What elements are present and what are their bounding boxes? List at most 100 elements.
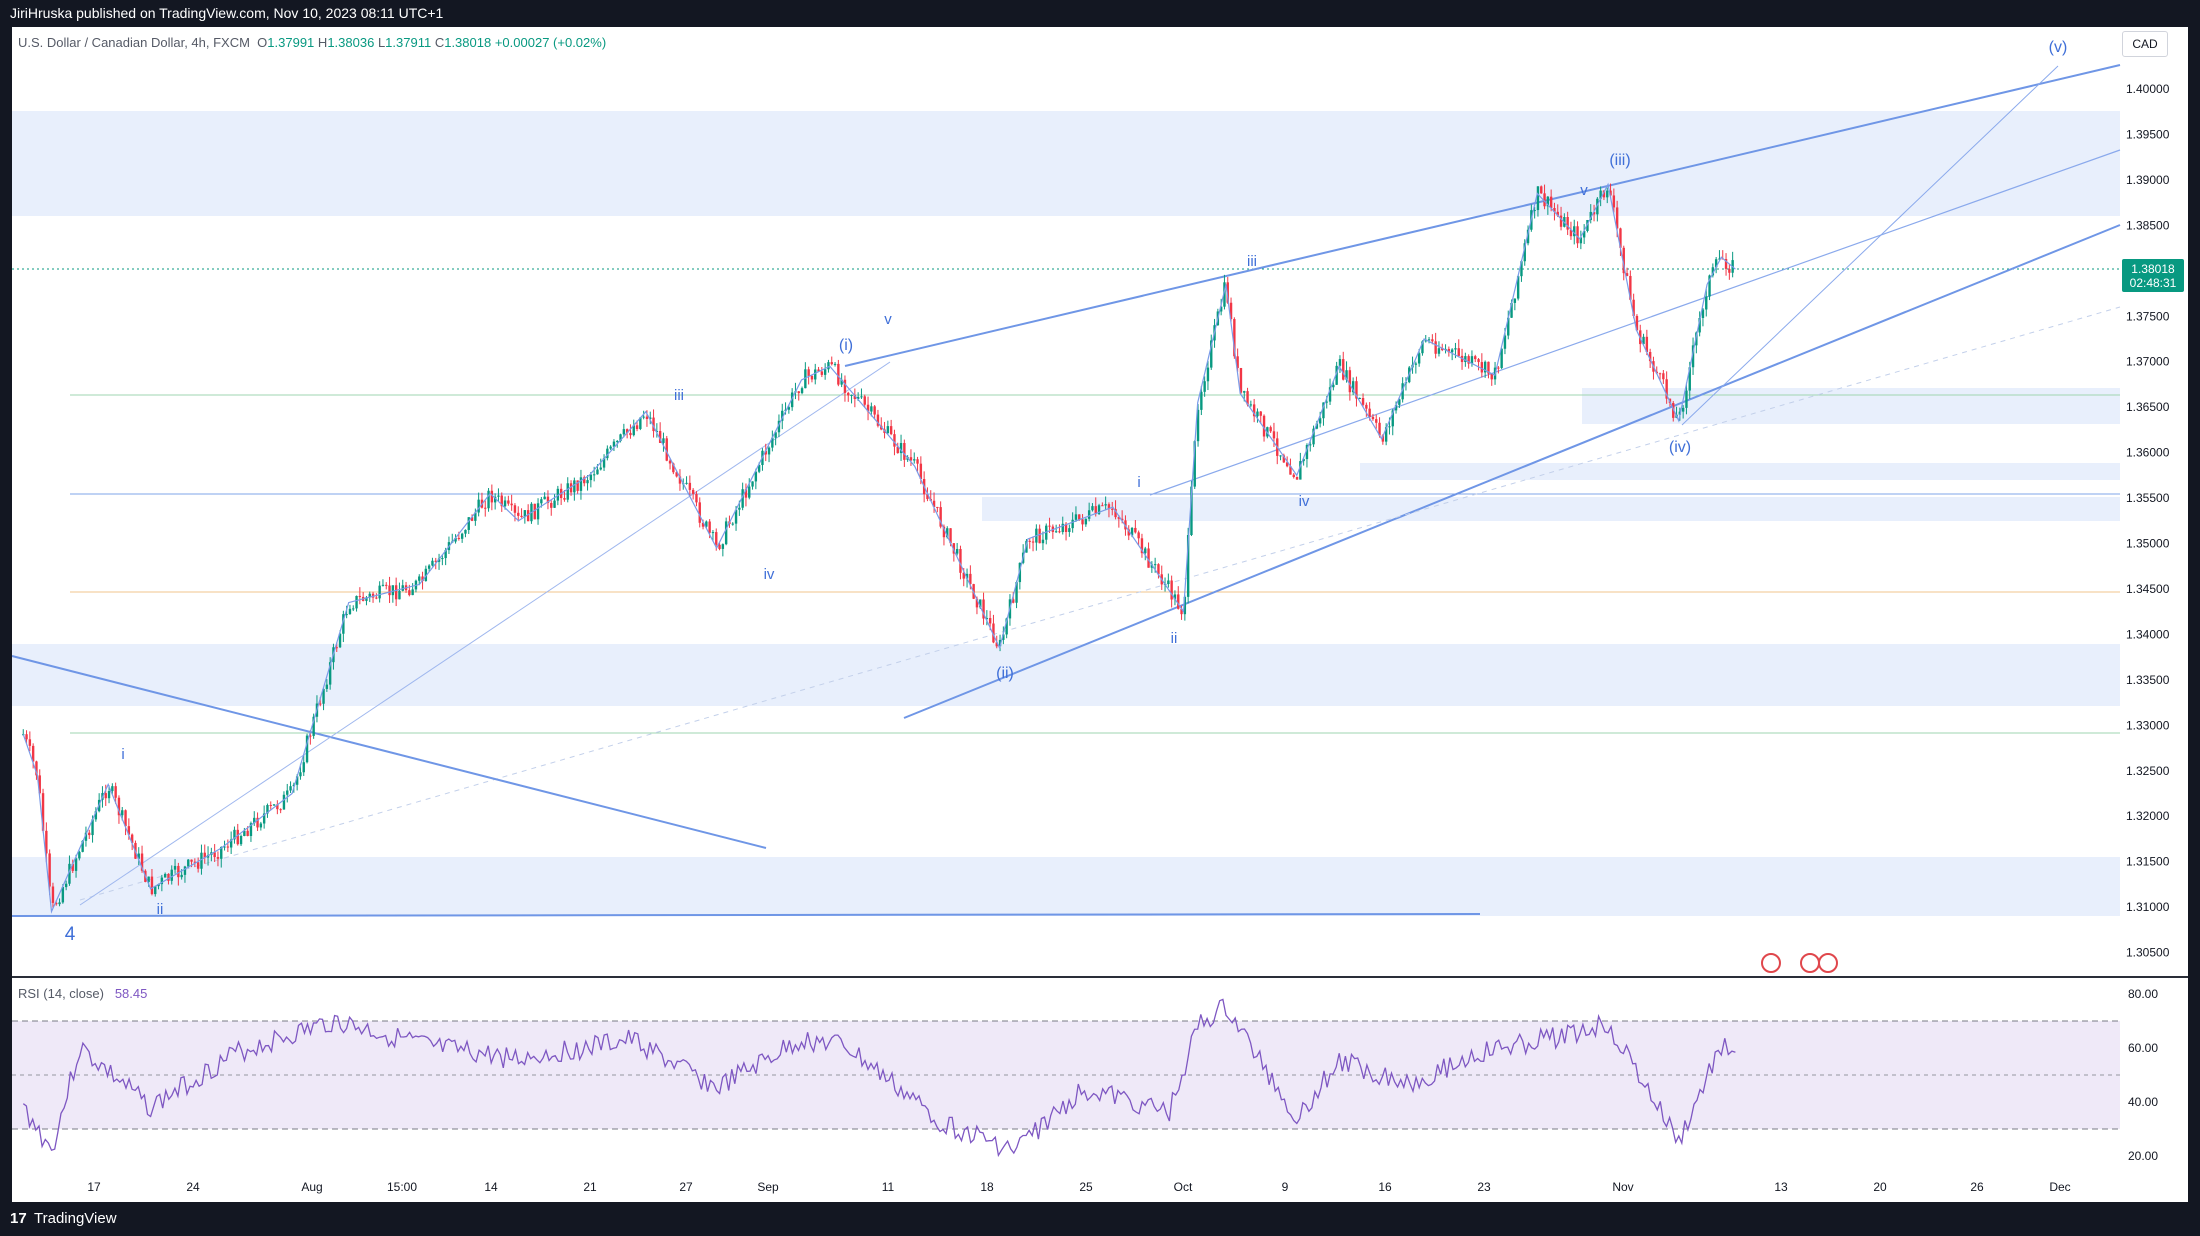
candle-body bbox=[1381, 435, 1385, 442]
candle-body bbox=[1394, 404, 1398, 411]
candle-body bbox=[705, 521, 708, 527]
candle-body bbox=[55, 902, 58, 905]
candle-body bbox=[932, 500, 936, 507]
candle-body bbox=[1249, 404, 1253, 406]
candle-body bbox=[642, 416, 645, 418]
candle-body bbox=[553, 500, 556, 508]
candle-body bbox=[777, 420, 781, 433]
candle-body bbox=[1533, 210, 1536, 212]
candle-body bbox=[781, 410, 784, 421]
candle-body bbox=[249, 823, 253, 837]
candle-body bbox=[1068, 528, 1071, 532]
candle-body bbox=[1351, 381, 1355, 393]
candle-body bbox=[1520, 261, 1523, 277]
time-tick-label: 24 bbox=[186, 1180, 200, 1194]
rsi-tick-label: 60.00 bbox=[2128, 1041, 2158, 1055]
candle-body bbox=[1074, 514, 1078, 520]
candle-body bbox=[949, 528, 952, 544]
candle-body bbox=[939, 507, 942, 527]
candle-body bbox=[1150, 564, 1154, 568]
candle-body bbox=[820, 371, 824, 375]
candle-body bbox=[1398, 399, 1401, 405]
candle-body bbox=[1503, 335, 1507, 349]
candle-body bbox=[1513, 298, 1517, 303]
candle-body bbox=[946, 528, 949, 538]
candle-body bbox=[64, 883, 68, 888]
candle-body bbox=[1282, 455, 1286, 463]
candle-body bbox=[1658, 373, 1662, 375]
candle-body bbox=[1569, 229, 1573, 237]
candle-body bbox=[1714, 259, 1718, 268]
candle-body bbox=[1203, 381, 1206, 392]
candle-body bbox=[629, 432, 632, 436]
candle-body bbox=[1497, 367, 1500, 369]
candle-body bbox=[1157, 564, 1160, 575]
candle-body bbox=[1269, 427, 1272, 432]
wave-label: (v) bbox=[2049, 39, 2068, 56]
candle-body bbox=[1259, 411, 1262, 416]
candle-body bbox=[764, 450, 767, 455]
candle-body bbox=[1091, 506, 1094, 511]
price-tick-label: 1.32000 bbox=[2126, 809, 2170, 823]
wave-label: v bbox=[1580, 182, 1588, 199]
candle-body bbox=[226, 846, 230, 848]
candle-body bbox=[411, 589, 414, 596]
candle-body bbox=[1130, 527, 1134, 536]
candle-body bbox=[688, 482, 692, 490]
candle-body bbox=[375, 597, 378, 599]
candle-body bbox=[1540, 186, 1543, 194]
candle-body bbox=[279, 809, 282, 811]
candle-body bbox=[1292, 474, 1295, 478]
candle-body bbox=[1510, 302, 1513, 318]
candle-body bbox=[269, 805, 272, 807]
candle-body bbox=[936, 506, 939, 508]
trendlines bbox=[11, 64, 2121, 917]
candle-body bbox=[1279, 455, 1282, 457]
candle-body bbox=[1457, 348, 1460, 356]
candle-body bbox=[1322, 402, 1325, 419]
change-value: +0.00027 (+0.02%) bbox=[494, 35, 607, 50]
candle-body bbox=[28, 739, 32, 746]
candle-body bbox=[649, 417, 652, 420]
candle-body bbox=[187, 859, 190, 867]
candle-body bbox=[124, 810, 127, 827]
candle-body bbox=[744, 489, 748, 498]
candle-body bbox=[1061, 523, 1064, 533]
candle-body bbox=[1177, 594, 1180, 609]
candle-body bbox=[45, 830, 48, 854]
currency-button[interactable]: CAD bbox=[2122, 31, 2168, 57]
candle-body bbox=[1701, 309, 1705, 318]
candle-body bbox=[348, 608, 352, 615]
candle-body bbox=[490, 490, 494, 503]
candle-body bbox=[975, 598, 979, 608]
price-tick-label: 1.31500 bbox=[2126, 855, 2170, 869]
candle-body bbox=[1414, 363, 1418, 365]
candle-body bbox=[856, 396, 860, 399]
candle-body bbox=[612, 441, 616, 447]
candle-body bbox=[173, 865, 177, 870]
candle-body bbox=[1312, 428, 1315, 445]
candle-body bbox=[1622, 247, 1625, 274]
wave-label: (i) bbox=[839, 337, 853, 354]
candle-body bbox=[1309, 444, 1312, 446]
candle-body bbox=[1348, 370, 1352, 393]
candle-body bbox=[724, 521, 728, 545]
candle-body bbox=[616, 440, 619, 442]
candle-body bbox=[454, 537, 457, 542]
candle-body bbox=[1688, 367, 1691, 391]
candle-body bbox=[1015, 582, 1018, 603]
wave-label: (iii) bbox=[1609, 152, 1630, 169]
candle-body bbox=[78, 851, 81, 859]
channel-upper bbox=[844, 64, 2121, 367]
candle-body bbox=[497, 495, 500, 497]
candle-body bbox=[1483, 361, 1487, 373]
open-value: 1.37991 bbox=[267, 35, 315, 50]
candle-body bbox=[1252, 404, 1256, 417]
candle-body bbox=[1140, 538, 1144, 554]
candle-body bbox=[1401, 383, 1404, 400]
candle-body bbox=[797, 391, 800, 394]
candle-body bbox=[955, 548, 959, 554]
candle-body bbox=[358, 595, 362, 597]
candle-body bbox=[546, 496, 550, 504]
